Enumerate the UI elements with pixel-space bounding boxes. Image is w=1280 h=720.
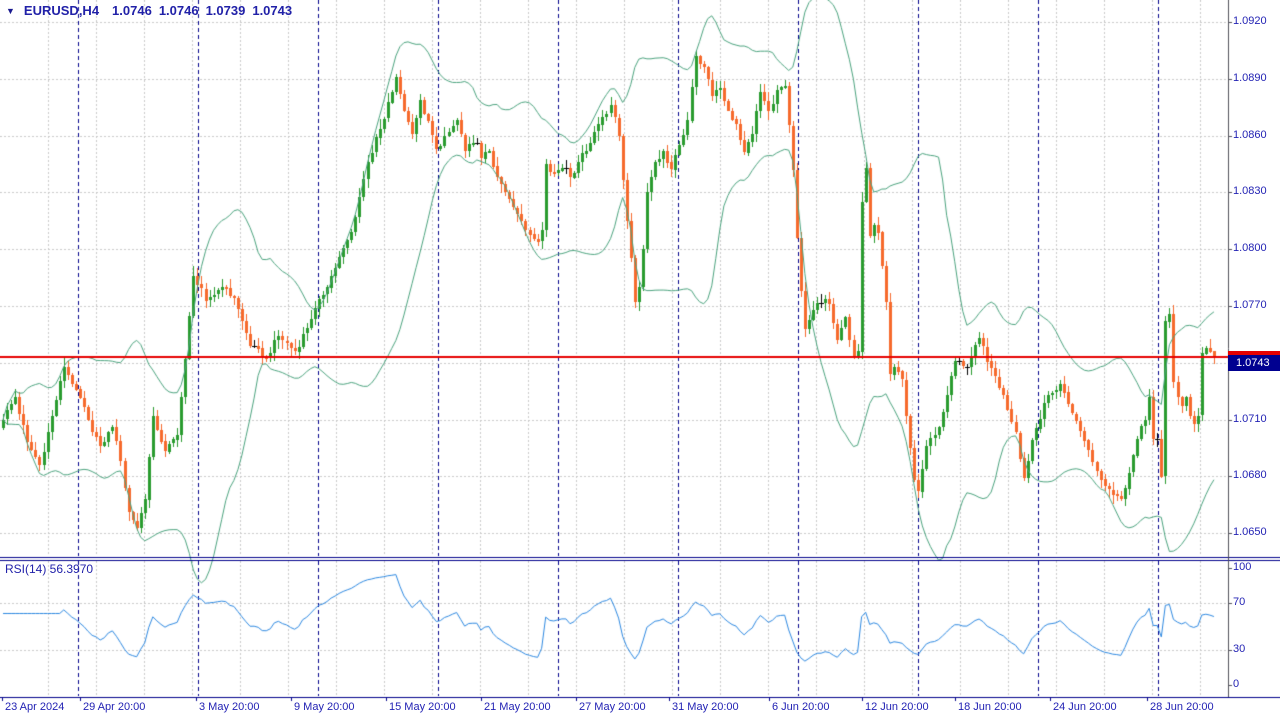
ohlc-low: 1.0739 — [205, 3, 246, 18]
current-price-badge: 1.0743 — [1228, 351, 1280, 371]
rsi-indicator-label: RSI(14) 56.3970 — [5, 562, 94, 576]
symbol-dropdown-icon[interactable]: ▼ — [6, 5, 15, 16]
rsi-axis-label: 70 — [1233, 596, 1246, 608]
symbol-period-label: EURUSD,H4 — [23, 3, 100, 18]
price-axis-label: 1.0800 — [1233, 242, 1267, 254]
price-axis-label: 1.0830 — [1233, 185, 1267, 197]
ohlc-close: 1.0743 — [252, 3, 293, 18]
time-axis-label: 27 May 20:00 — [579, 701, 646, 713]
time-axis-label: 21 May 20:00 — [484, 701, 551, 713]
price-axis-label: 1.0920 — [1233, 15, 1267, 27]
price-axis-label: 1.0650 — [1233, 526, 1267, 538]
price-axis-label: 1.0890 — [1233, 72, 1267, 84]
rsi-axis-label: 30 — [1233, 643, 1246, 655]
time-axis-label: 18 Jun 20:00 — [958, 701, 1022, 713]
time-axis-label: 23 Apr 2024 — [5, 701, 65, 713]
time-axis-label: 3 May 20:00 — [199, 701, 260, 713]
rsi-axis-label: 100 — [1233, 561, 1252, 573]
time-axis-label: 12 Jun 20:00 — [865, 701, 929, 713]
price-axis-label: 1.0860 — [1233, 129, 1267, 141]
ohlc-open: 1.0746 — [112, 3, 152, 18]
time-axis-label: 6 Jun 20:00 — [772, 701, 830, 713]
rsi-axis-label: 0 — [1233, 678, 1240, 690]
time-axis-label: 29 Apr 20:00 — [83, 701, 146, 713]
time-axis-label: 31 May 20:00 — [672, 701, 739, 713]
current-price-value: 1.0743 — [1228, 355, 1280, 371]
time-axis-label: 24 Jun 20:00 — [1053, 701, 1117, 713]
price-axis-label: 1.0680 — [1233, 469, 1267, 481]
chart-title-bar: ▼ EURUSD,H4 1.0746 1.0746 1.0739 1.0743 — [6, 3, 299, 18]
price-axis-label: 1.0770 — [1233, 299, 1267, 311]
ohlc-high: 1.0746 — [158, 3, 199, 18]
time-axis-label: 15 May 20:00 — [389, 701, 456, 713]
price-line-marker — [1228, 351, 1280, 355]
price-axis-label: 1.0710 — [1233, 413, 1267, 425]
time-axis-label: 9 May 20:00 — [294, 701, 355, 713]
time-axis-label: 28 Jun 20:00 — [1150, 701, 1214, 713]
